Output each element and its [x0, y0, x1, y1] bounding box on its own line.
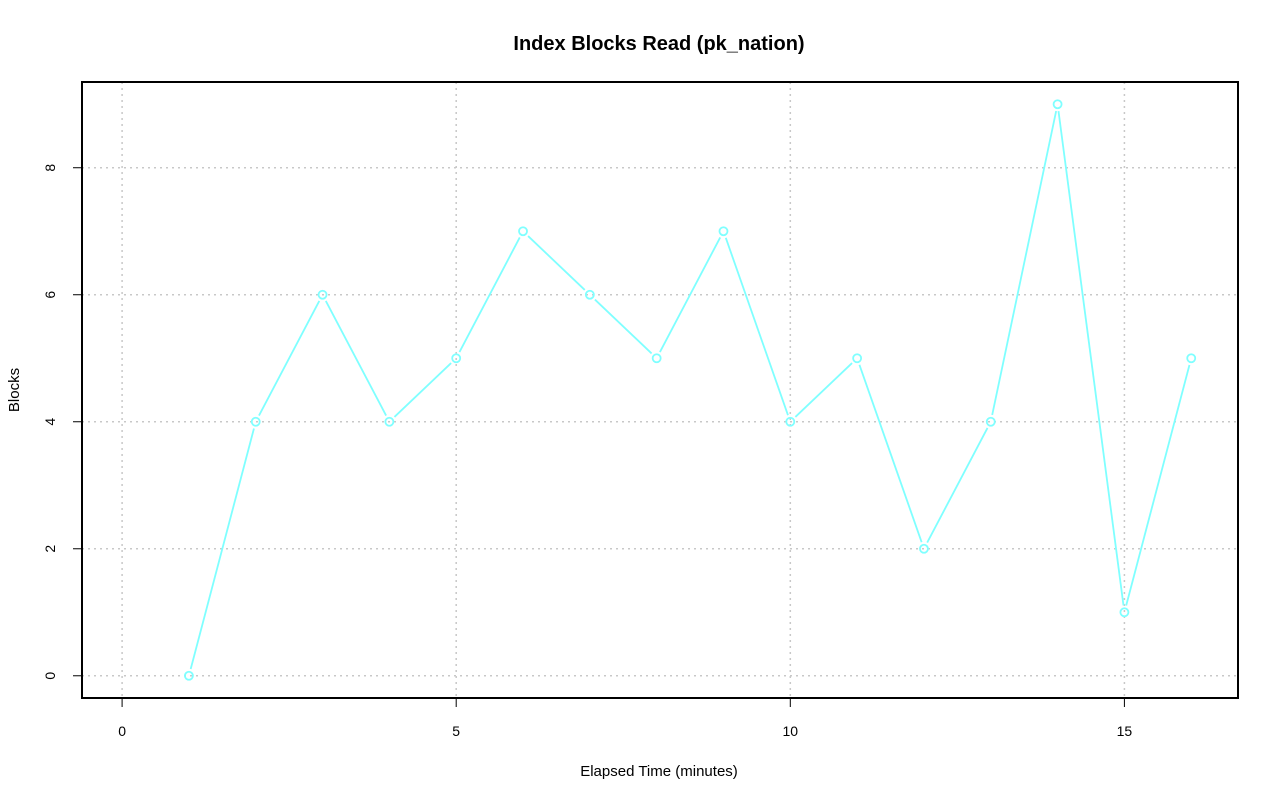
- y-tick-label: 4: [42, 418, 58, 426]
- data-point: [985, 416, 996, 427]
- series-line-segment: [991, 110, 1058, 416]
- y-axis-label: Blocks: [6, 368, 23, 412]
- data-point: [1119, 607, 1130, 618]
- data-point: [184, 670, 194, 681]
- y-tick-label: 2: [42, 545, 58, 553]
- x-axis-label: Elapsed Time (minutes): [580, 763, 738, 780]
- series-line-segment: [458, 237, 521, 353]
- series-line-segment: [1057, 111, 1125, 606]
- x-tick-label: 15: [1117, 723, 1133, 739]
- series-line-segment: [724, 237, 789, 416]
- y-tick-label: 0: [42, 672, 58, 680]
- data-point: [718, 226, 729, 237]
- data-point: [1052, 99, 1063, 110]
- series-line-segment: [794, 362, 853, 418]
- y-axis: 0 2 4 6 8: [42, 164, 82, 680]
- data-point: [451, 353, 462, 364]
- y-tick-label: 6: [42, 291, 58, 299]
- y-tick-label: 8: [42, 164, 58, 172]
- data-point: [584, 289, 595, 300]
- series-line-segment: [858, 364, 923, 543]
- series-line-segment: [527, 235, 586, 291]
- x-tick-label: 5: [452, 723, 460, 739]
- data-point: [317, 289, 328, 300]
- series-line-segment: [189, 428, 255, 670]
- data-point: [1186, 353, 1197, 364]
- data-point: [651, 353, 662, 364]
- data-point: [785, 416, 796, 427]
- data-point: [919, 543, 929, 554]
- data-series: [184, 99, 1197, 681]
- series-line-segment: [926, 427, 989, 543]
- data-point: [852, 353, 863, 364]
- data-point: [384, 416, 395, 427]
- chart-title: Index Blocks Read (pk_nation): [513, 33, 804, 55]
- plot-frame: [81, 81, 1239, 699]
- series-line-segment: [258, 300, 321, 416]
- series-line-segment: [325, 300, 387, 416]
- series-line-segment: [659, 237, 722, 353]
- series-line-segment: [393, 362, 452, 418]
- data-point: [250, 416, 261, 427]
- series-line-segment: [594, 298, 653, 355]
- x-tick-label: 0: [118, 723, 126, 739]
- series-line-segment: [1125, 364, 1191, 606]
- x-axis: 0 5 10 15: [118, 698, 1132, 739]
- x-tick-label: 10: [783, 723, 799, 739]
- data-point: [518, 226, 528, 237]
- grid-lines: [82, 82, 1238, 698]
